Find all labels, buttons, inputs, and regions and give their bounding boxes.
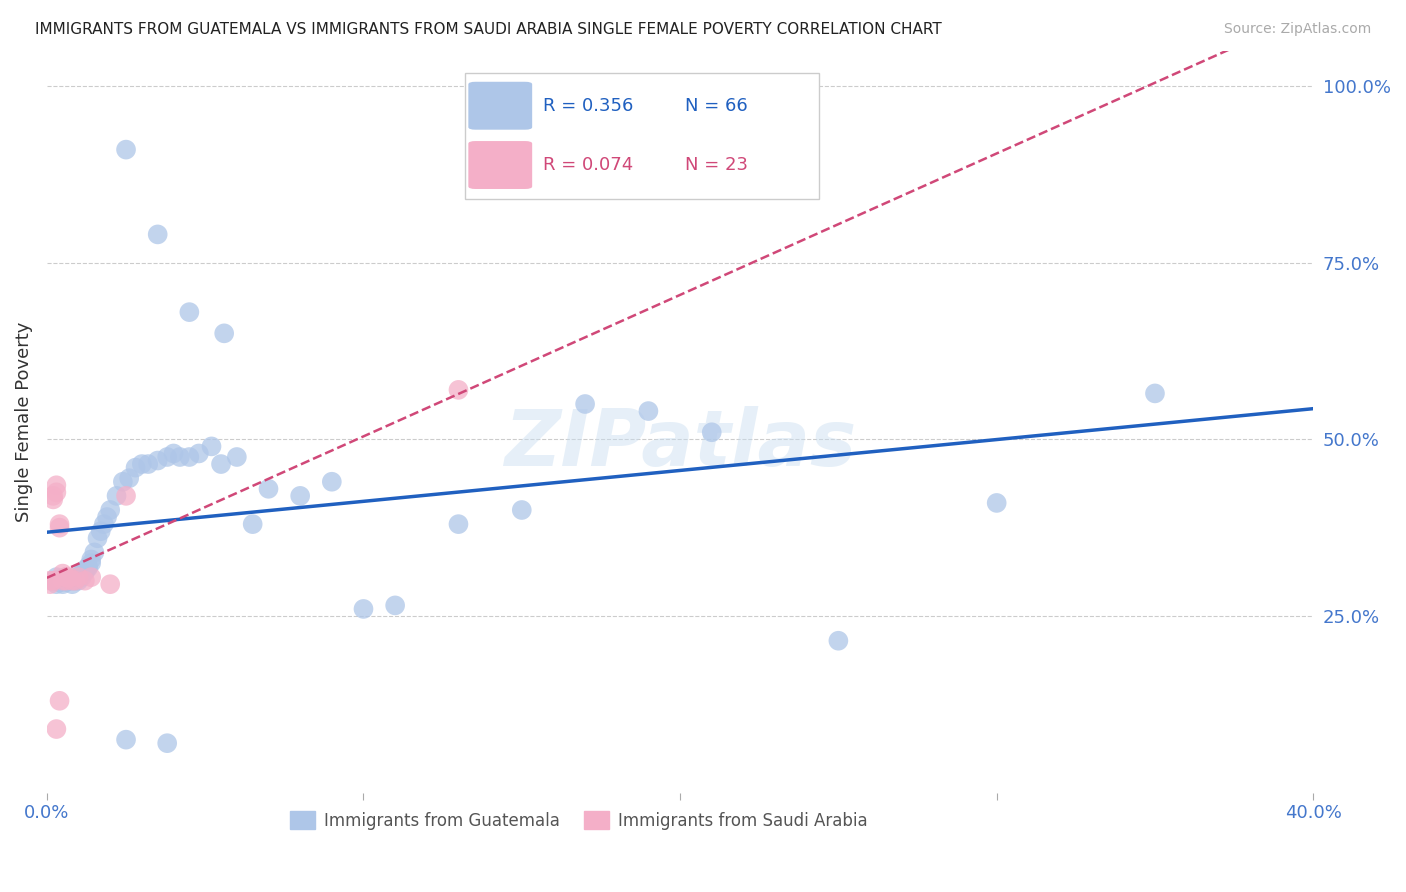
- Point: [136, 457, 159, 471]
- Point: [77, 559, 100, 574]
- Point: [162, 446, 184, 460]
- Point: [90, 524, 112, 539]
- Text: IMMIGRANTS FROM GUATEMALA VS IMMIGRANTS FROM SAUDI ARABIA SINGLE FEMALE POVERTY : IMMIGRANTS FROM GUATEMALA VS IMMIGRANTS …: [35, 22, 942, 37]
- Point: [98, 577, 121, 591]
- Point: [60, 574, 83, 588]
- Point: [45, 485, 67, 500]
- Point: [1143, 386, 1166, 401]
- Point: [48, 572, 70, 586]
- Point: [65, 574, 87, 588]
- Point: [637, 404, 659, 418]
- Point: [93, 517, 115, 532]
- Point: [80, 556, 103, 570]
- Point: [42, 574, 65, 588]
- Y-axis label: Single Female Poverty: Single Female Poverty: [15, 321, 32, 522]
- Point: [98, 503, 121, 517]
- Point: [986, 496, 1008, 510]
- Point: [55, 574, 77, 588]
- Point: [105, 489, 128, 503]
- Point: [67, 574, 90, 588]
- Point: [212, 326, 235, 341]
- Point: [45, 577, 67, 591]
- Point: [45, 722, 67, 736]
- Point: [827, 633, 849, 648]
- Point: [124, 460, 146, 475]
- Point: [156, 450, 179, 464]
- Point: [55, 575, 77, 590]
- Point: [58, 574, 80, 588]
- Point: [48, 521, 70, 535]
- Point: [146, 453, 169, 467]
- Point: [73, 574, 96, 588]
- Point: [80, 552, 103, 566]
- Point: [115, 489, 138, 503]
- Point: [67, 570, 90, 584]
- Point: [118, 471, 141, 485]
- Point: [111, 475, 134, 489]
- Point: [42, 489, 65, 503]
- Point: [146, 227, 169, 242]
- Point: [96, 510, 118, 524]
- Point: [83, 545, 105, 559]
- Point: [86, 531, 108, 545]
- Point: [48, 517, 70, 532]
- Point: [67, 570, 90, 584]
- Point: [52, 574, 75, 588]
- Point: [73, 563, 96, 577]
- Point: [700, 425, 723, 440]
- Point: [60, 577, 83, 591]
- Point: [65, 570, 87, 584]
- Point: [353, 602, 375, 616]
- Point: [77, 561, 100, 575]
- Point: [131, 457, 153, 471]
- Point: [52, 574, 75, 588]
- Point: [80, 570, 103, 584]
- Point: [115, 732, 138, 747]
- Legend: Immigrants from Guatemala, Immigrants from Saudi Arabia: Immigrants from Guatemala, Immigrants fr…: [284, 805, 875, 837]
- Point: [48, 575, 70, 590]
- Point: [39, 577, 62, 591]
- Point: [321, 475, 343, 489]
- Point: [42, 492, 65, 507]
- Point: [45, 570, 67, 584]
- Point: [60, 574, 83, 588]
- Point: [58, 570, 80, 584]
- Text: ZIPatlas: ZIPatlas: [503, 406, 856, 482]
- Point: [52, 566, 75, 581]
- Point: [55, 570, 77, 584]
- Text: Source: ZipAtlas.com: Source: ZipAtlas.com: [1223, 22, 1371, 37]
- Point: [70, 566, 93, 581]
- Point: [42, 574, 65, 588]
- Point: [288, 489, 311, 503]
- Point: [447, 517, 470, 532]
- Point: [179, 450, 201, 464]
- Point: [58, 572, 80, 586]
- Point: [55, 570, 77, 584]
- Point: [242, 517, 264, 532]
- Point: [156, 736, 179, 750]
- Point: [257, 482, 280, 496]
- Point: [55, 570, 77, 584]
- Point: [510, 503, 533, 517]
- Point: [384, 599, 406, 613]
- Point: [200, 439, 222, 453]
- Point: [179, 305, 201, 319]
- Point: [187, 446, 209, 460]
- Point: [574, 397, 596, 411]
- Point: [39, 574, 62, 588]
- Point: [225, 450, 247, 464]
- Point: [70, 570, 93, 584]
- Point: [45, 478, 67, 492]
- Point: [209, 457, 232, 471]
- Point: [115, 143, 138, 157]
- Point: [169, 450, 191, 464]
- Point: [48, 694, 70, 708]
- Point: [447, 383, 470, 397]
- Point: [73, 565, 96, 579]
- Point: [52, 577, 75, 591]
- Point: [65, 574, 87, 588]
